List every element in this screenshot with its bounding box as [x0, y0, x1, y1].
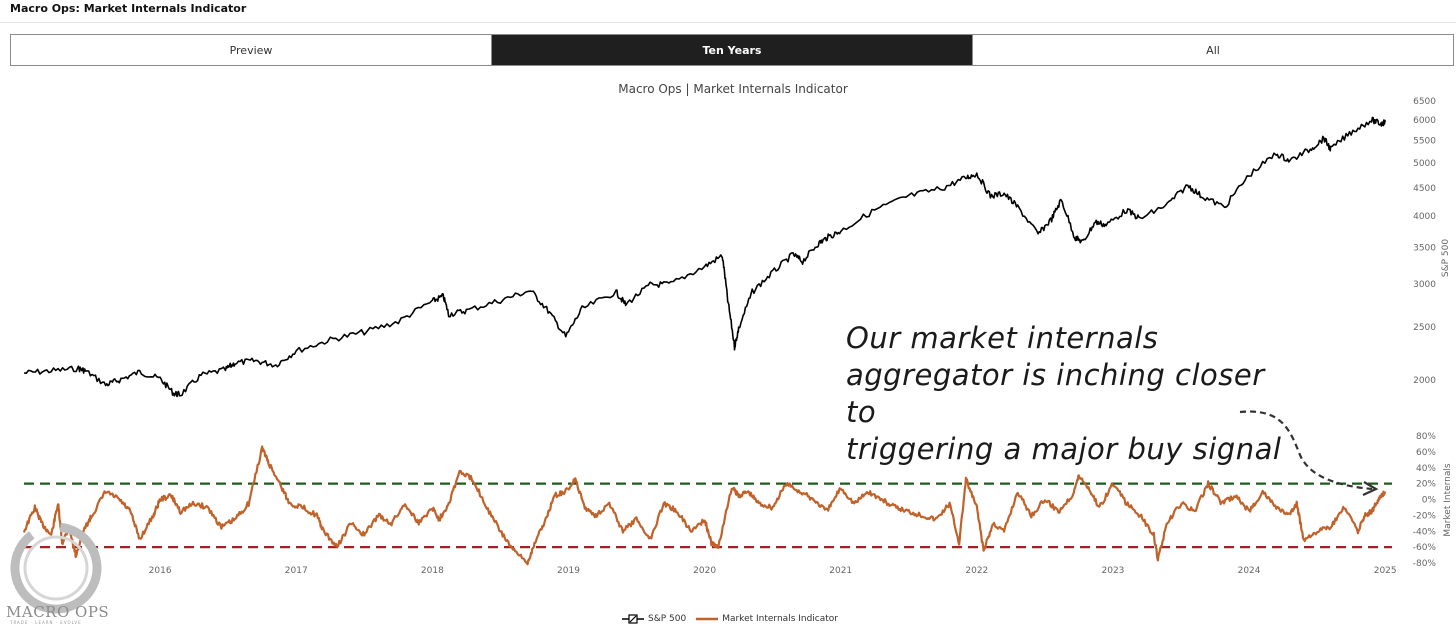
annotation-line: triggering a major buy signal [846, 432, 1282, 466]
internals-tick-label: 80% [1416, 432, 1436, 442]
logo-wordmark: MACRO OPS [6, 603, 110, 621]
internals-tick-label: 40% [1416, 464, 1436, 474]
sp500-tick-label: 5000 [1413, 159, 1436, 169]
tab-ten-years[interactable]: Ten Years [491, 35, 972, 65]
internals-tick-label: 60% [1416, 448, 1436, 458]
x-tick-label: 2018 [421, 566, 444, 576]
annotation-text: Our market internals aggregator is inchi… [846, 320, 1286, 468]
x-tick-label: 2019 [557, 566, 580, 576]
sp500-tick-label: 5500 [1413, 137, 1436, 147]
sp500-axis-label: S&P 500 [1441, 239, 1451, 277]
sp500-tick-label: 6000 [1413, 116, 1436, 126]
line-icon [696, 614, 719, 624]
x-tick-label: 2024 [1238, 566, 1261, 576]
macro-ops-logo-icon [10, 522, 102, 614]
sp500-line [23, 116, 1386, 398]
x-tick-label: 2021 [829, 566, 852, 576]
x-tick-label: 2020 [693, 566, 716, 576]
sp500-tick-label: 4500 [1413, 184, 1436, 194]
internals-tick-label: -40% [1413, 527, 1437, 537]
chart-legend: S&P 500 Market Internals Indicator [622, 614, 848, 624]
sp500-tick-label: 4000 [1413, 212, 1436, 222]
legend-item-market-internals[interactable]: Market Internals Indicator [696, 614, 838, 624]
internals-tick-label: -80% [1413, 559, 1437, 569]
sp500-tick-label: 3500 [1413, 244, 1436, 254]
market-internals-line [22, 445, 1387, 566]
legend-item-sp500[interactable]: S&P 500 [622, 614, 686, 624]
chart-title: Macro Ops | Market Internals Indicator [618, 82, 848, 96]
internals-tick-label: 20% [1416, 480, 1436, 490]
legend-label: Market Internals Indicator [722, 614, 839, 624]
app-title: Macro Ops: Market Internals Indicator [10, 2, 247, 15]
sp500-tick-label: 6500 [1413, 97, 1436, 107]
internals-tick-label: -60% [1413, 543, 1437, 553]
legend-label: S&P 500 [648, 614, 687, 624]
sp500-tick-label: 3000 [1413, 280, 1436, 290]
range-tabs: Preview Ten Years All [10, 34, 1454, 66]
x-tick-label: 2017 [285, 566, 308, 576]
annotation-arrow [1239, 410, 1373, 491]
tab-all[interactable]: All [972, 35, 1453, 65]
title-divider [0, 22, 1456, 23]
sp500-tick-label: 2500 [1413, 323, 1436, 333]
arrow-head-icon [1362, 481, 1379, 496]
x-tick-label: 2022 [965, 566, 988, 576]
internals-axis-label: Market Internals [1443, 463, 1453, 536]
internals-tick-label: -20% [1413, 511, 1437, 521]
candlestick-icon [622, 614, 644, 624]
internals-tick-label: 0% [1422, 496, 1437, 506]
x-tick-label: 2016 [149, 566, 172, 576]
x-tick-label: 2025 [1374, 566, 1397, 576]
x-tick-label: 2023 [1102, 566, 1125, 576]
logo-tagline: TRADE · LEARN · EVOLVE [10, 620, 82, 625]
annotation-line: Our market internals [846, 321, 1159, 355]
sp500-tick-label: 2000 [1413, 376, 1436, 386]
annotation-line: aggregator is inching closer to [846, 358, 1265, 429]
tab-preview[interactable]: Preview [229, 43, 273, 57]
